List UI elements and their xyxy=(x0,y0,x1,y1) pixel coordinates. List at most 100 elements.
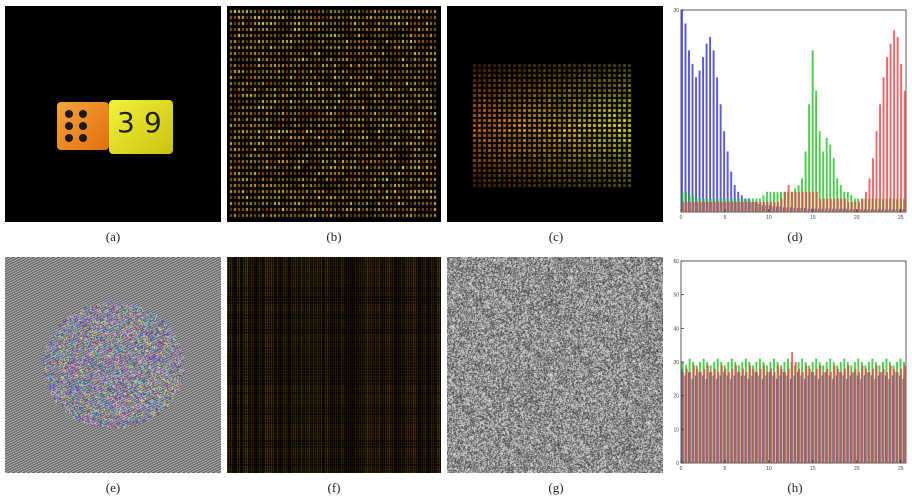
panel-e-diffused-pattern xyxy=(5,257,221,473)
bar-series2-58 xyxy=(886,372,889,463)
bar-series0-1 xyxy=(684,23,687,212)
bar-series2-2 xyxy=(689,201,692,212)
bar-series0-11 xyxy=(719,104,722,212)
bar-series0-0 xyxy=(681,10,683,212)
x-tick-label-1: 5 xyxy=(724,215,727,221)
bar-series2-19 xyxy=(749,201,751,212)
bar-series1-40 xyxy=(822,151,825,212)
y-tick-label-3: 30 xyxy=(673,360,679,366)
bar-series2-40 xyxy=(822,198,825,212)
x-tick-label-3: 15 xyxy=(810,466,816,472)
panel-d-histogram: 30 0 5 10 15 20 25 xyxy=(670,6,910,222)
panel-c-block-spread xyxy=(447,6,663,222)
bar-series2-53 xyxy=(868,178,871,212)
y-tick-label-6: 0 xyxy=(676,461,679,467)
bar-series2-25 xyxy=(770,201,773,212)
bar-series2-15 xyxy=(734,365,737,463)
yellow-die xyxy=(109,100,173,154)
bar-series2-50 xyxy=(857,372,860,463)
bar-series2-56 xyxy=(879,104,881,212)
y-tick-label-2: 40 xyxy=(673,326,679,332)
bar-series2-10 xyxy=(717,372,720,463)
bar-series2-30 xyxy=(787,185,790,212)
panel-b-scrambled-grid xyxy=(227,6,441,222)
x-tick-label-2: 10 xyxy=(766,466,772,472)
bar-series2-20 xyxy=(752,201,755,212)
bar-series2-37 xyxy=(812,191,815,212)
bar-series2-3 xyxy=(692,201,695,212)
bar-series2-25 xyxy=(770,368,773,463)
bar-series2-57 xyxy=(882,368,885,463)
bar-series2-21 xyxy=(756,201,758,212)
bar-series2-11 xyxy=(720,365,723,463)
bar-series2-17 xyxy=(741,368,744,463)
bar-series2-45 xyxy=(840,372,843,463)
histogram-chart-h: 60 50 40 30 20 10 00 5 10 15 20 25 xyxy=(673,259,907,472)
pip-6 xyxy=(79,134,87,142)
bar-series0-14 xyxy=(730,171,733,212)
bar-series2-7 xyxy=(706,365,709,463)
bar-series2-39 xyxy=(819,198,822,212)
bar-series1-37 xyxy=(811,50,814,213)
panel-g-noise-cipher xyxy=(447,257,663,473)
bar-series1-35 xyxy=(804,151,807,212)
bar-series1-39 xyxy=(818,131,821,212)
bar-series0-3 xyxy=(691,63,694,213)
bar-series0-13 xyxy=(726,151,729,212)
bar-series2-19 xyxy=(749,365,751,463)
bar-series2-35 xyxy=(805,365,808,463)
bar-series2-1 xyxy=(685,201,688,212)
y-tick-label-1: 50 xyxy=(673,293,679,299)
bar-series0-5 xyxy=(698,70,701,212)
bar-series2-54 xyxy=(872,158,874,212)
bar-series2-27 xyxy=(777,365,780,463)
bar-series2-61 xyxy=(896,372,899,463)
bar-series2-7 xyxy=(706,201,709,212)
bar-series2-24 xyxy=(766,372,769,463)
bar-series2-29 xyxy=(784,372,787,463)
bar-series2-18 xyxy=(745,201,748,212)
bar-series2-38 xyxy=(815,191,818,212)
bar-series0-4 xyxy=(695,77,697,212)
y-tick-label-4: 20 xyxy=(673,394,679,400)
bar-series2-58 xyxy=(886,57,889,212)
x-tick-label-4: 20 xyxy=(854,215,860,221)
bar-series2-31 xyxy=(791,351,794,463)
bar-series2-27 xyxy=(777,201,780,212)
histogram-chart-d: 30 0 5 10 15 20 25 xyxy=(673,8,907,221)
bar-series2-32 xyxy=(794,362,797,463)
pip-5 xyxy=(65,134,73,142)
bar-series2-13 xyxy=(727,372,730,463)
x-tick-label-0: 0 xyxy=(680,215,683,221)
bar-series2-57 xyxy=(882,77,885,212)
caption-f: (f) xyxy=(327,480,341,495)
bar-series2-49 xyxy=(854,368,857,463)
bar-series2-31 xyxy=(791,191,794,212)
bar-series2-55 xyxy=(875,365,878,463)
bar-series2-16 xyxy=(738,201,741,212)
y-tick-label-0: 60 xyxy=(673,259,679,265)
y-tick-label-5: 10 xyxy=(673,427,679,433)
die-pips xyxy=(65,110,87,142)
bar-series1-41 xyxy=(825,137,828,212)
bar-series2-44 xyxy=(836,368,839,463)
bar-series2-32 xyxy=(794,191,797,212)
bar-series2-37 xyxy=(812,372,815,463)
bar-series1-44 xyxy=(836,178,839,212)
pip-3 xyxy=(65,122,73,130)
bar-series0-6 xyxy=(702,57,705,212)
caption-e: (e) xyxy=(105,480,121,495)
bar-series2-9 xyxy=(713,201,716,212)
bar-series2-39 xyxy=(819,365,822,463)
bar-series2-48 xyxy=(850,372,853,463)
caption-d: (d) xyxy=(787,229,803,244)
pattern-canvas-e xyxy=(5,257,221,473)
bar-series2-16 xyxy=(738,372,741,463)
x-tick-label-5: 25 xyxy=(898,215,904,221)
bar-series2-36 xyxy=(808,191,811,212)
pattern-canvas-f xyxy=(227,257,441,473)
bar-series2-12 xyxy=(724,368,727,463)
bar-series2-5 xyxy=(699,372,702,463)
bar-series2-4 xyxy=(696,368,699,463)
bar-series2-28 xyxy=(780,368,783,463)
